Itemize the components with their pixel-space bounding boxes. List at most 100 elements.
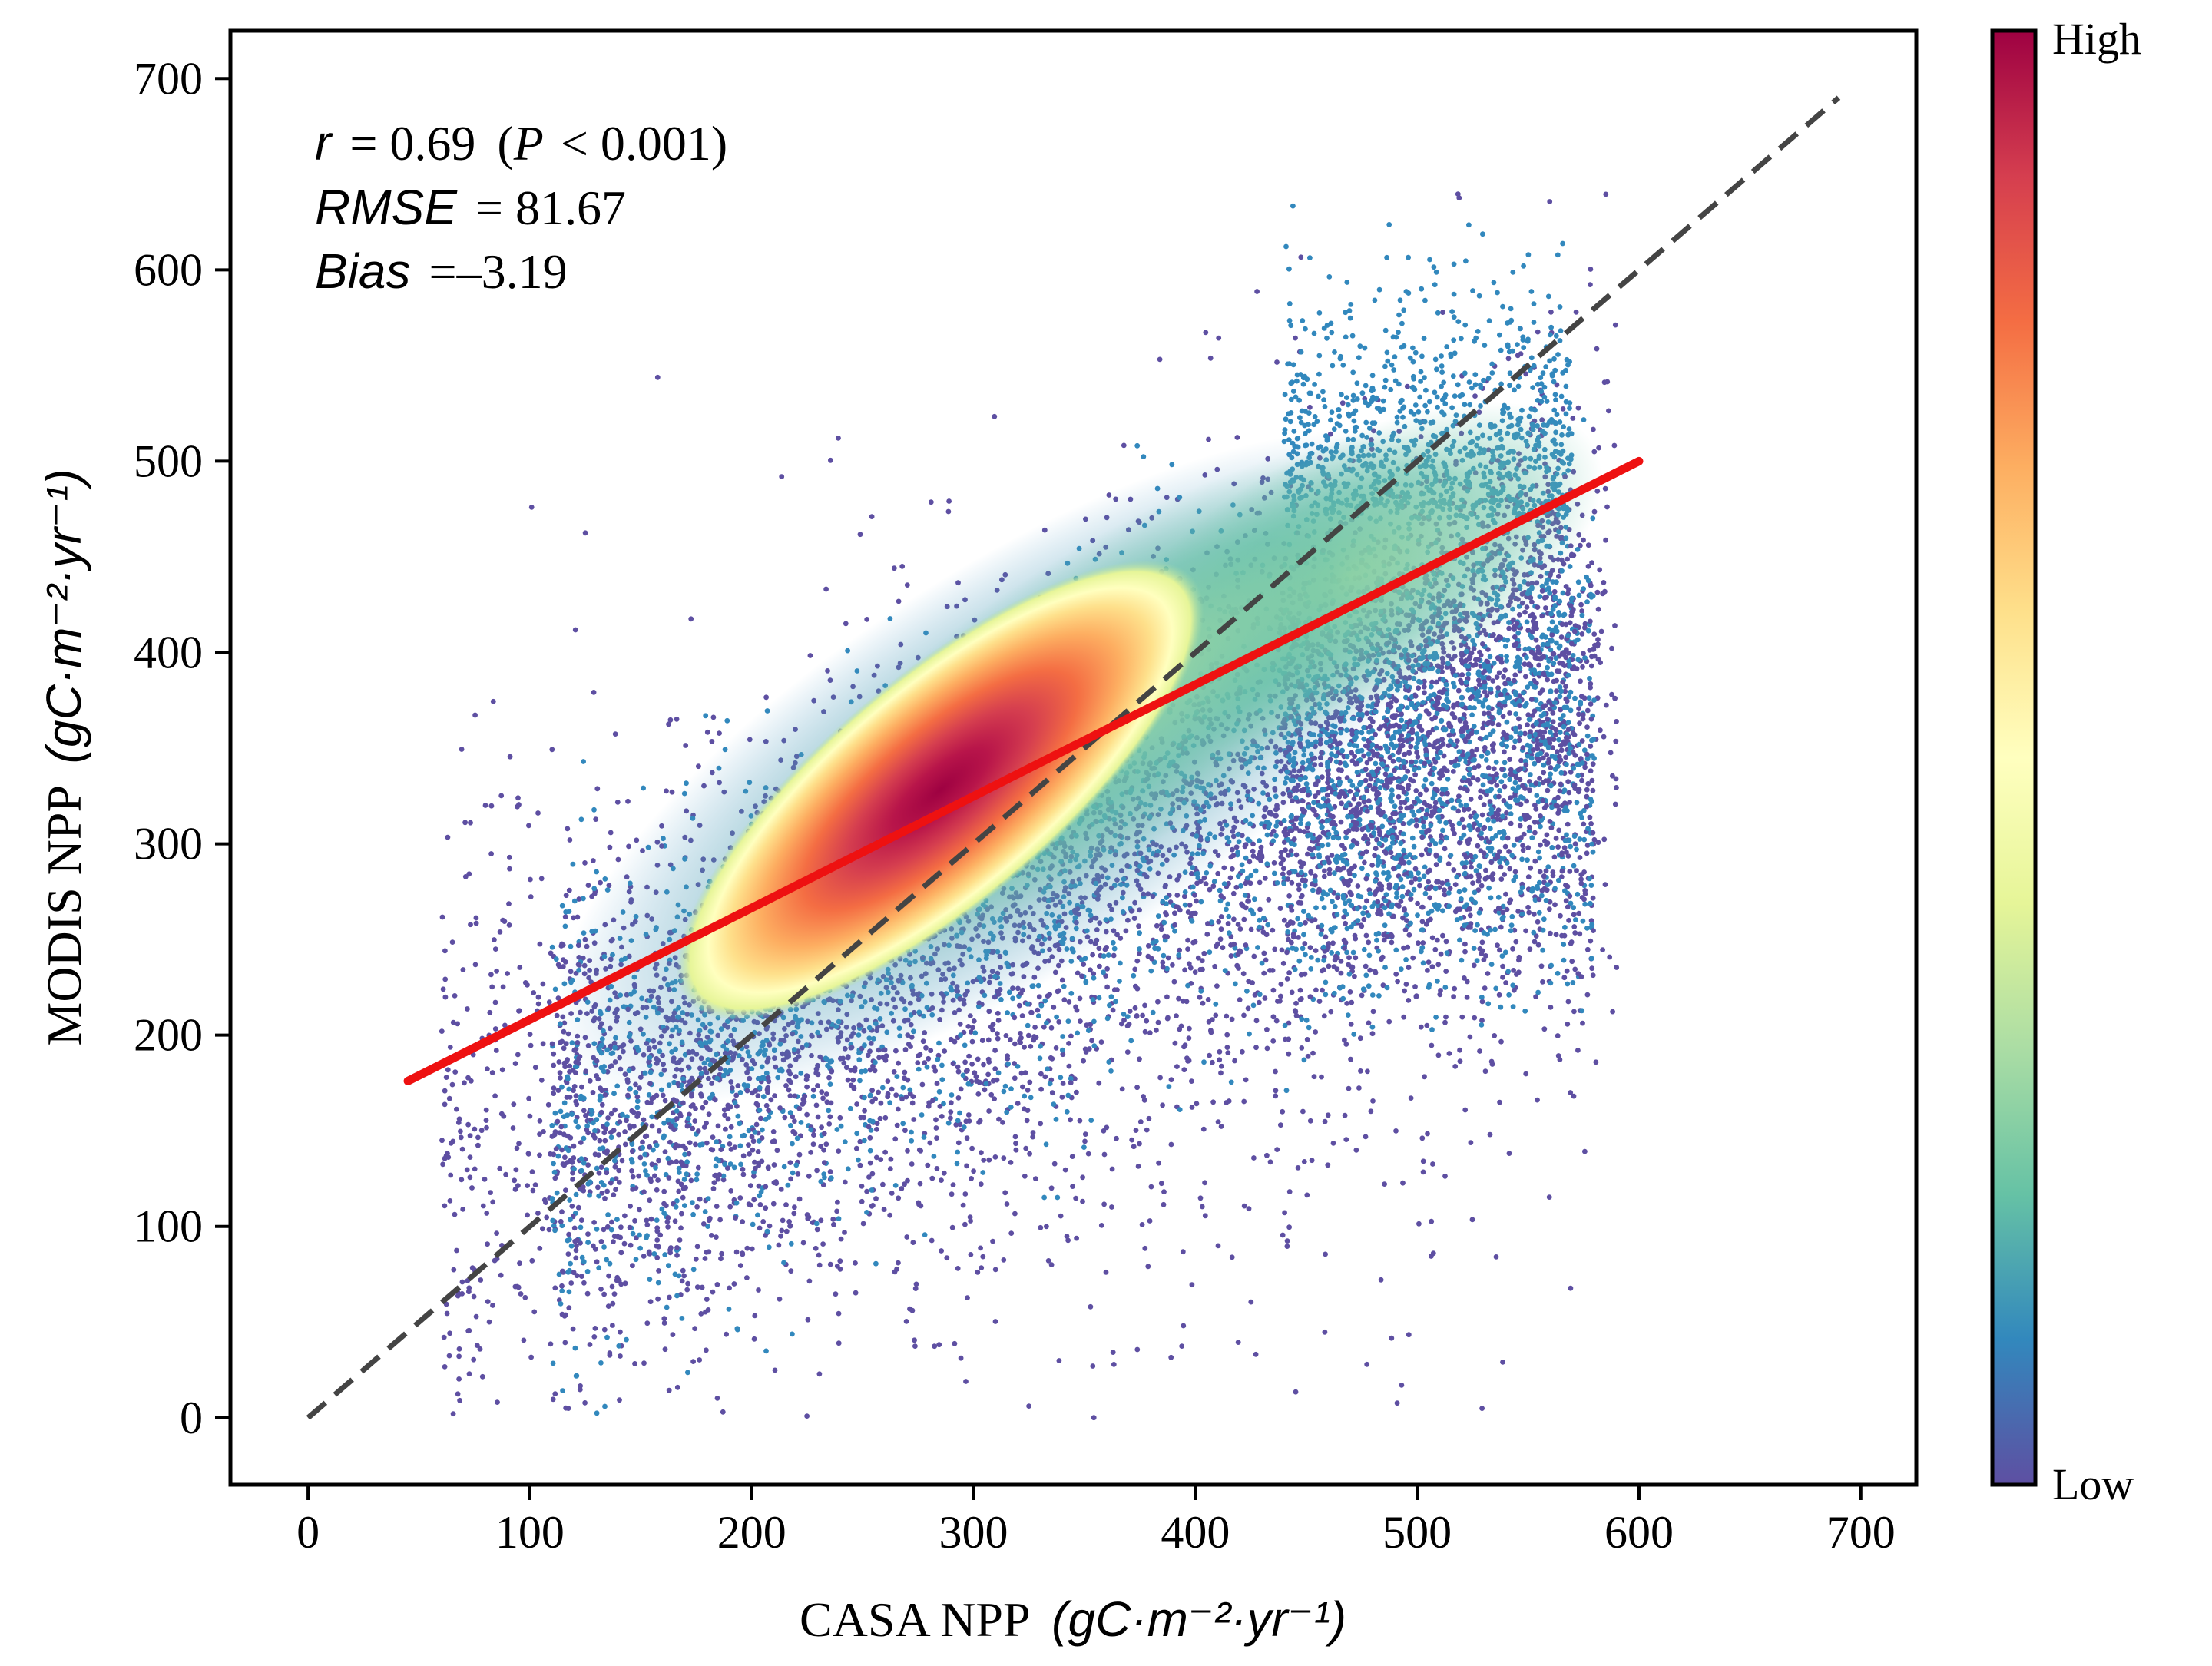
scatter-point: [853, 1145, 859, 1151]
scatter-point: [705, 1307, 711, 1313]
scatter-point: [1202, 1180, 1207, 1186]
scatter-point: [466, 1371, 472, 1377]
scatter-point: [1066, 1041, 1071, 1046]
scatter-point: [1594, 589, 1601, 595]
scatter-point: [702, 1256, 708, 1261]
scatter-point: [1593, 1059, 1599, 1065]
scatter-point: [472, 1166, 478, 1172]
scatter-point: [616, 1180, 622, 1185]
scatter-point: [541, 1129, 546, 1134]
scatter-point: [1603, 537, 1609, 543]
scatter-point: [1366, 1020, 1372, 1026]
scatter-point: [1154, 922, 1160, 929]
scatter-point: [777, 1105, 783, 1111]
scatter-point: [900, 1085, 906, 1091]
scatter-point: [532, 1182, 538, 1187]
scatter-point: [1168, 1141, 1174, 1148]
scatter-point: [528, 505, 535, 510]
scatter-point: [1420, 1158, 1426, 1164]
scatter-point: [1001, 1155, 1007, 1161]
scatter-point: [1098, 1223, 1104, 1228]
scatter-point: [560, 1268, 565, 1274]
scatter-point: [604, 1188, 610, 1194]
scatter-point: [819, 1124, 824, 1131]
scatter-point: [611, 1128, 617, 1134]
scatter-point: [1353, 955, 1359, 961]
scatter-point: [1247, 880, 1253, 886]
scatter-point: [1142, 1002, 1147, 1009]
scatter-point: [928, 499, 934, 505]
scatter-point: [1187, 1025, 1192, 1032]
scatter-point: [810, 1141, 816, 1148]
scatter-point: [564, 1080, 570, 1085]
scatter-point: [1030, 1130, 1036, 1135]
scatter-point: [488, 1190, 493, 1195]
scatter-point: [1127, 1009, 1133, 1014]
scatter-point: [582, 860, 588, 866]
scatter-point: [1131, 1144, 1137, 1150]
scatter-point: [591, 1334, 598, 1340]
scatter-point: [1459, 1014, 1465, 1020]
scatter-point: [607, 844, 613, 850]
scatter-point: [1541, 1026, 1548, 1032]
scatter-point: [1061, 983, 1067, 989]
scatter-point: [679, 1278, 685, 1284]
scatter-point: [616, 1277, 622, 1283]
scatter-point: [1236, 965, 1241, 971]
scatter-point: [581, 1280, 587, 1286]
scatter-point: [1613, 738, 1619, 744]
scatter-point: [1068, 1117, 1073, 1123]
scatter-point: [1251, 1155, 1257, 1161]
scatter-point: [667, 1139, 673, 1145]
scatter-point: [963, 1118, 969, 1124]
scatter-point: [1217, 1048, 1223, 1055]
scatter-point: [679, 1211, 684, 1217]
scatter-point: [475, 1134, 481, 1141]
scatter-point: [1134, 442, 1141, 449]
scatter-point: [680, 1267, 686, 1274]
scatter-point: [1278, 981, 1284, 987]
scatter-point: [618, 1250, 624, 1256]
scatter-point: [1479, 1018, 1485, 1023]
scatter-point: [1581, 821, 1587, 827]
scatter-point: [1311, 1074, 1317, 1080]
scatter-point: [1157, 356, 1163, 363]
scatter-point: [1030, 1134, 1036, 1140]
scatter-point: [747, 1183, 753, 1189]
scatter-point: [1301, 1159, 1307, 1164]
scatter-point: [692, 1326, 698, 1332]
scatter-point: [1297, 922, 1303, 928]
scatter-point: [1041, 1024, 1047, 1030]
scatter-point: [1277, 906, 1283, 911]
scatter-point: [1558, 874, 1565, 879]
scatter-point: [450, 1019, 456, 1025]
scatter-point: [492, 937, 497, 942]
scatter-point: [1403, 957, 1409, 962]
scatter-point: [1215, 1243, 1221, 1249]
scatter-point: [1413, 993, 1419, 999]
scatter-point: [896, 598, 902, 604]
scatter-point: [828, 457, 833, 463]
scatter-point: [1253, 868, 1259, 874]
scatter-point: [594, 1117, 600, 1123]
scatter-point: [1429, 780, 1435, 787]
scatter-point: [572, 627, 578, 633]
scatter-point: [1062, 1167, 1068, 1173]
scatter-point: [618, 1329, 623, 1335]
scatter-point: [612, 1107, 618, 1113]
scatter-point: [585, 1231, 591, 1237]
scatter-point: [1601, 734, 1607, 740]
scatter-point: [1399, 1383, 1405, 1388]
scatter-point: [804, 1111, 810, 1118]
scatter-point: [535, 1211, 541, 1216]
scatter-point: [462, 874, 469, 879]
scatter-point: [722, 1112, 727, 1118]
scatter-point: [1452, 1064, 1459, 1069]
scatter-point: [777, 1296, 783, 1302]
scatter-point: [1043, 1141, 1049, 1148]
scatter-point: [664, 788, 669, 794]
scatter-point: [492, 999, 498, 1005]
scatter-point: [462, 820, 468, 826]
scatter-point: [1286, 1020, 1292, 1026]
scatter-point: [1568, 1285, 1574, 1291]
